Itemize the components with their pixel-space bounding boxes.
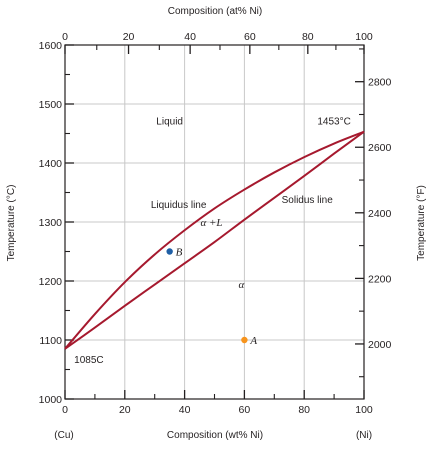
x-bottom-tick-label: 40 <box>179 404 191 416</box>
annotation-solidus-line: Solidus line <box>282 195 334 206</box>
y-left-tick-label: 1000 <box>39 394 63 406</box>
annotation-1453-c: 1453°C <box>317 117 350 128</box>
annotation-liquid: Liquid <box>156 117 183 128</box>
x-top-tick-label: 60 <box>244 31 256 43</box>
top-axis-title: Composition (at% Ni) <box>168 6 262 17</box>
y-left-tick-label: 1400 <box>39 158 63 170</box>
y-left-tick-label: 1200 <box>39 276 63 288</box>
liquidus-line-curve <box>64 130 365 350</box>
x-bottom-tick-label: 20 <box>119 404 131 416</box>
points: BA <box>166 247 257 347</box>
annotation-1085c: 1085C <box>74 355 103 366</box>
y-left-tick-label: 1100 <box>39 335 62 347</box>
solidus-line-curve <box>64 130 365 350</box>
y-left-tick-label: 1600 <box>39 40 63 52</box>
y-right-tick-label: 2200 <box>368 273 392 285</box>
x-bottom-tick-label: 60 <box>239 404 251 416</box>
point-b-marker <box>166 248 173 255</box>
point-a-label: A <box>249 335 257 347</box>
annotation-l: α +L <box>200 217 222 229</box>
y-left-tick-label: 1500 <box>39 99 63 111</box>
x-top-tick-label: 100 <box>355 31 373 43</box>
y-right-tick-label: 2800 <box>368 77 392 89</box>
y-right-tick-label: 2600 <box>368 142 392 154</box>
x-top-tick-label: 80 <box>302 31 314 43</box>
x-top-tick-label: 20 <box>123 31 135 43</box>
x-endpoint-cu: (Cu) <box>54 430 73 441</box>
bottom-axis-title: Composition (wt% Ni) <box>167 430 263 441</box>
x-top-tick-label: 40 <box>184 31 196 43</box>
y-left-tick-label: 1300 <box>39 217 63 229</box>
x-bottom-tick-label: 0 <box>62 404 68 416</box>
x-bottom-tick-label: 100 <box>355 404 373 416</box>
plot-frame <box>64 44 365 400</box>
right-axis-title: Temperature (°F) <box>416 185 427 261</box>
series <box>64 130 365 350</box>
y-right-tick-label: 2000 <box>368 339 392 351</box>
y-right-tick-label: 2400 <box>368 208 392 220</box>
labels: Liquid 1453°C Liquidus line Solidus line α +… <box>74 117 351 366</box>
ticks: 0 20 40 60 80 1000 20 40 60 80 1001000110012001300… <box>39 31 392 416</box>
left-axis-title: Temperature (°C) <box>6 185 17 262</box>
annotation-: α <box>239 279 245 291</box>
point-b-label: B <box>176 247 183 259</box>
x-endpoint-ni: (Ni) <box>356 430 372 441</box>
x-bottom-tick-label: 80 <box>298 404 310 416</box>
x-top-tick-label: 0 <box>62 31 68 43</box>
point-a-marker <box>241 336 248 344</box>
annotation-liquidus-line: Liquidus line <box>151 200 207 211</box>
